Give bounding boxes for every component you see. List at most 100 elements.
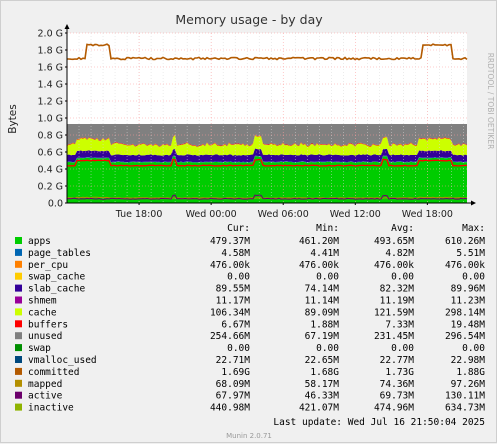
area-buffers	[67, 134, 467, 147]
legend-min: 476.00k	[299, 260, 339, 271]
legend-avg: 493.65M	[374, 236, 414, 247]
legend-min: 22.65M	[305, 355, 340, 366]
legend-avg: 1.73G	[385, 367, 414, 378]
legend-cur: 89.55M	[216, 284, 251, 295]
legend-swatch	[15, 356, 22, 363]
legend-cur: 11.17M	[216, 296, 251, 307]
legend-min: 89.09M	[305, 307, 340, 318]
legend-cur: 106.34M	[210, 307, 250, 318]
legend-swatch	[15, 284, 22, 292]
legend-max: 89.96M	[451, 284, 486, 295]
legend-header: Avg:	[391, 223, 414, 234]
legend-swatch	[15, 272, 22, 280]
rrdtool-watermark: RRDTOOL / TOBI OETIKER	[486, 53, 495, 150]
legend-min: 4.41M	[310, 248, 339, 259]
y-tick-label: 0.4 G	[38, 165, 64, 176]
legend-max: 22.98M	[451, 355, 486, 366]
legend-avg: 11.19M	[380, 296, 415, 307]
legend-header: Max:	[462, 223, 485, 234]
series-lines	[66, 43, 468, 200]
legend-swatch	[15, 260, 22, 268]
legend-label: per_cpu	[28, 260, 68, 271]
legend-max: 0.00	[462, 272, 485, 283]
legend-swatch	[15, 308, 22, 316]
y-tick-label: 1.2 G	[38, 97, 64, 108]
legend-max: 130.11M	[445, 391, 485, 402]
line-inactive	[67, 158, 468, 167]
area-slab-cache	[67, 148, 467, 163]
legend-avg: 231.45M	[374, 331, 414, 342]
legend-cur: 476.00k	[210, 260, 250, 271]
legend-max: 19.48M	[451, 319, 486, 330]
y-tick-label: 1.0 G	[38, 114, 64, 125]
munin-version: Munin 2.0.71	[226, 432, 272, 440]
legend-label: buffers	[28, 319, 68, 330]
legend: Cur: Min: Avg: Max: apps 479.37M 461.20M 493.65…	[15, 223, 485, 414]
legend-max: 296.54M	[445, 331, 485, 342]
legend-avg: 474.96M	[374, 403, 414, 414]
legend-max: 5.51M	[456, 248, 485, 259]
legend-cur: 4.58M	[221, 248, 250, 259]
axes: 0.0 0.2 G 0.4 G 0.6 G 0.8 G 1.0 G 1.2 G 1.4 G 1.…	[38, 24, 476, 220]
legend-max: 476.00k	[445, 260, 485, 271]
legend-header: Cur:	[227, 223, 250, 234]
legend-max: 1.88G	[456, 367, 485, 378]
legend-min: 11.14M	[305, 296, 340, 307]
legend-label: swap	[28, 343, 51, 354]
grid	[67, 32, 467, 203]
legend-avg: 4.82M	[385, 248, 414, 259]
legend-min: 58.17M	[305, 379, 340, 390]
legend-min: 0.00	[316, 343, 339, 354]
legend-label: shmem	[28, 296, 57, 307]
legend-label: apps	[28, 236, 51, 247]
legend-swatch	[15, 237, 22, 244]
legend-cur: 440.98M	[210, 403, 250, 414]
legend-avg: 7.33M	[385, 319, 414, 330]
legend-label: slab_cache	[28, 284, 85, 295]
legend-swatch	[15, 403, 22, 411]
last-update: Last update: Wed Jul 16 21:50:04 2025	[273, 417, 485, 428]
legend-min: 0.00	[316, 272, 339, 283]
legend-label: mapped	[28, 379, 62, 390]
legend-label: swap_cache	[28, 272, 85, 283]
y-tick-label: 1.8 G	[38, 46, 64, 57]
line-mapped	[66, 196, 468, 199]
y-tick-label: 1.4 G	[38, 80, 64, 91]
legend-avg: 22.77M	[380, 355, 415, 366]
legend-max: 610.26M	[445, 236, 485, 247]
legend-max: 298.14M	[445, 307, 485, 318]
legend-label: unused	[28, 331, 62, 342]
stacked-areas	[67, 124, 467, 203]
legend-max: 0.00	[462, 343, 485, 354]
legend-min: 421.07M	[299, 403, 339, 414]
y-tick-label: 2.0 G	[38, 29, 64, 40]
legend-min: 67.19M	[305, 331, 340, 342]
x-tick-label: Wed 06:00	[258, 209, 309, 220]
x-tick-label: Wed 00:00	[186, 209, 237, 220]
area-cache	[67, 134, 467, 156]
y-tick-label: 0.0	[48, 199, 63, 210]
chart-title: Memory usage - by day	[175, 12, 323, 27]
y-axis-label: Bytes	[7, 104, 19, 133]
legend-min: 1.88M	[310, 319, 339, 330]
legend-swatch	[15, 332, 22, 340]
legend-label: active	[28, 391, 63, 402]
legend-cur: 67.97M	[216, 391, 251, 402]
x-tick-label: Tue 18:00	[115, 209, 163, 220]
x-tick-label: Wed 18:00	[402, 209, 453, 220]
line-active	[66, 194, 468, 200]
legend-cur: 0.00	[227, 272, 250, 283]
legend-max: 11.23M	[451, 296, 486, 307]
area-apps	[67, 156, 467, 203]
line-committed	[67, 43, 468, 61]
y-tick-label: 1.6 G	[38, 63, 64, 74]
legend-avg: 121.59M	[374, 307, 414, 318]
legend-cur: 22.71M	[216, 355, 251, 366]
legend-cur: 68.09M	[216, 379, 251, 390]
legend-avg: 69.73M	[380, 391, 415, 402]
x-axis-arrow	[471, 200, 476, 206]
y-tick-label: 0.2 G	[38, 182, 64, 193]
legend-max: 97.26M	[451, 379, 486, 390]
